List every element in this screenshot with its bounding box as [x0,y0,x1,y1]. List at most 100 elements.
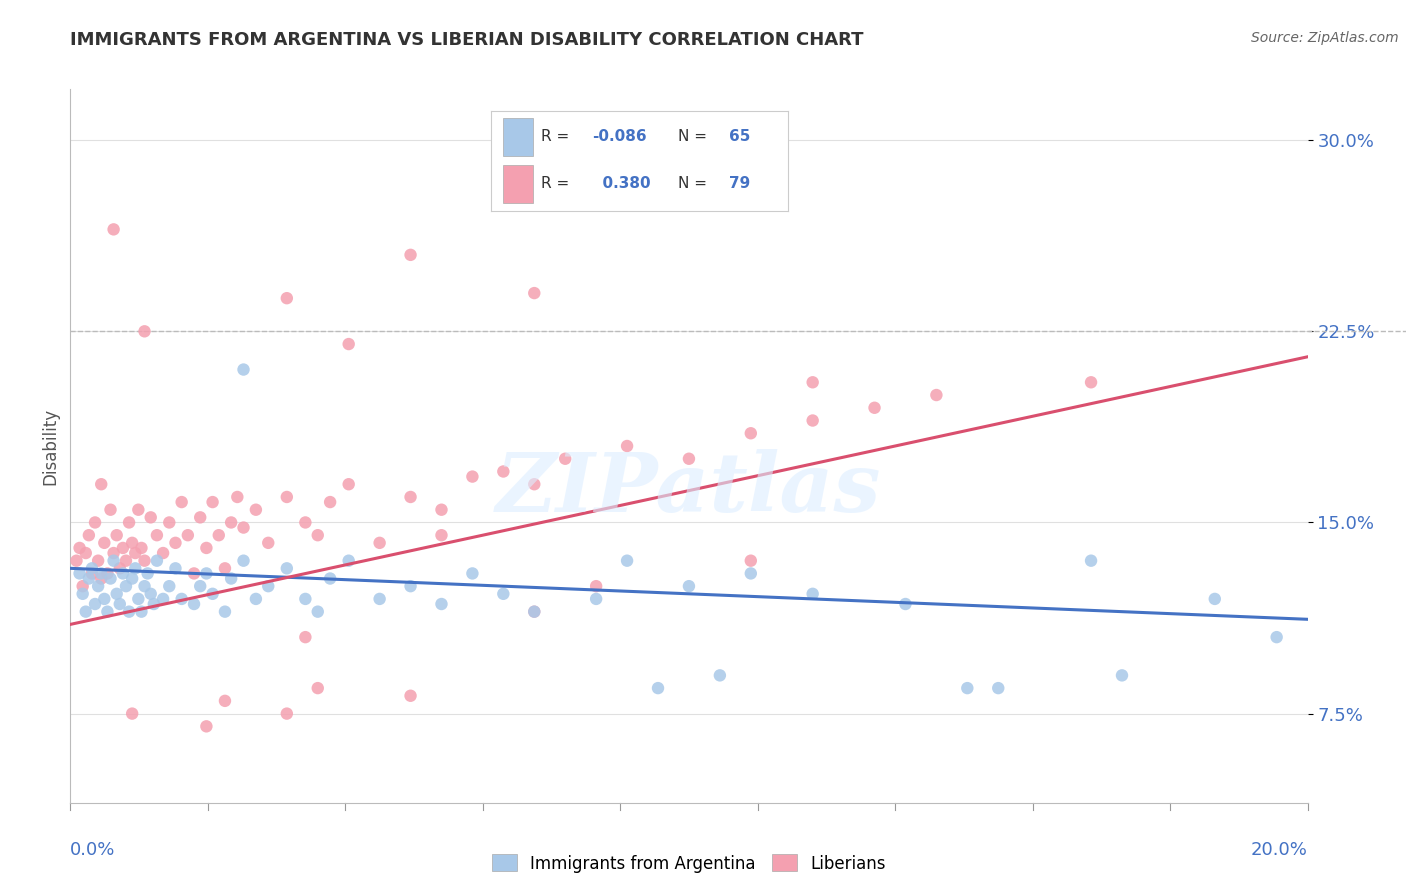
Point [1265,630,1288,644]
Point [678,579,700,593]
Point [214,694,236,708]
Point [87,554,110,568]
Point [118,516,141,530]
Point [90,572,112,586]
Point [72,587,94,601]
Point [136,566,159,581]
Point [105,528,128,542]
Point [103,554,125,568]
Point [894,597,917,611]
Point [177,528,200,542]
Point [232,554,254,568]
Point [90,477,112,491]
Point [1111,668,1133,682]
Point [319,495,342,509]
Point [585,579,607,593]
Legend: Immigrants from Argentina, Liberians: Immigrants from Argentina, Liberians [485,847,893,880]
Point [96,566,118,581]
Point [1080,554,1102,568]
Point [139,510,162,524]
Point [257,579,280,593]
Point [987,681,1010,695]
Point [124,561,146,575]
Point [90,566,112,581]
Point [276,706,298,721]
Point [616,439,638,453]
Point [124,546,146,560]
Point [165,561,187,575]
Point [131,605,153,619]
Point [709,668,731,682]
Point [276,291,298,305]
Point [863,401,886,415]
Point [115,554,138,568]
Point [131,541,153,555]
Point [108,561,131,575]
Point [523,605,546,619]
Point [1080,376,1102,390]
Point [115,579,138,593]
Point [165,536,187,550]
Point [430,597,453,611]
Point [69,541,91,555]
Text: 0.0%: 0.0% [70,841,115,859]
Point [214,605,236,619]
Point [103,546,125,560]
Point [188,579,211,593]
Point [337,337,360,351]
Point [801,376,824,390]
Point [201,587,224,601]
Text: IMMIGRANTS FROM ARGENTINA VS LIBERIAN DISABILITY CORRELATION CHART: IMMIGRANTS FROM ARGENTINA VS LIBERIAN DI… [70,31,863,49]
Point [84,516,107,530]
Point [276,561,298,575]
Point [134,324,156,338]
Point [554,451,576,466]
Point [170,495,193,509]
Point [523,605,546,619]
Point [956,681,979,695]
Point [368,536,391,550]
Point [170,591,193,606]
Point [134,554,156,568]
Point [245,591,267,606]
Point [152,591,174,606]
Point [337,554,360,568]
Point [142,597,165,611]
Point [100,572,122,586]
Point [195,566,218,581]
Point [740,554,762,568]
Point [232,362,254,376]
Point [188,510,211,524]
Point [430,528,453,542]
Point [492,587,515,601]
Point [461,469,484,483]
Point [80,566,103,581]
Point [103,222,125,236]
Point [294,516,316,530]
Point [1204,591,1226,606]
Point [72,579,94,593]
Point [647,681,669,695]
Point [219,516,242,530]
Point [257,536,280,550]
Point [307,528,329,542]
Point [77,528,100,542]
Point [121,536,143,550]
Point [368,591,391,606]
Text: ZIPatlas: ZIPatlas [496,449,882,529]
Point [75,546,97,560]
Point [523,286,546,301]
Point [84,597,107,611]
Point [118,605,141,619]
Point [100,502,122,516]
Point [108,597,131,611]
Point [399,579,422,593]
Point [105,587,128,601]
Point [226,490,249,504]
Point [219,572,242,586]
Point [430,502,453,516]
Point [523,477,546,491]
Point [127,591,149,606]
Point [75,605,97,619]
Point [65,554,87,568]
